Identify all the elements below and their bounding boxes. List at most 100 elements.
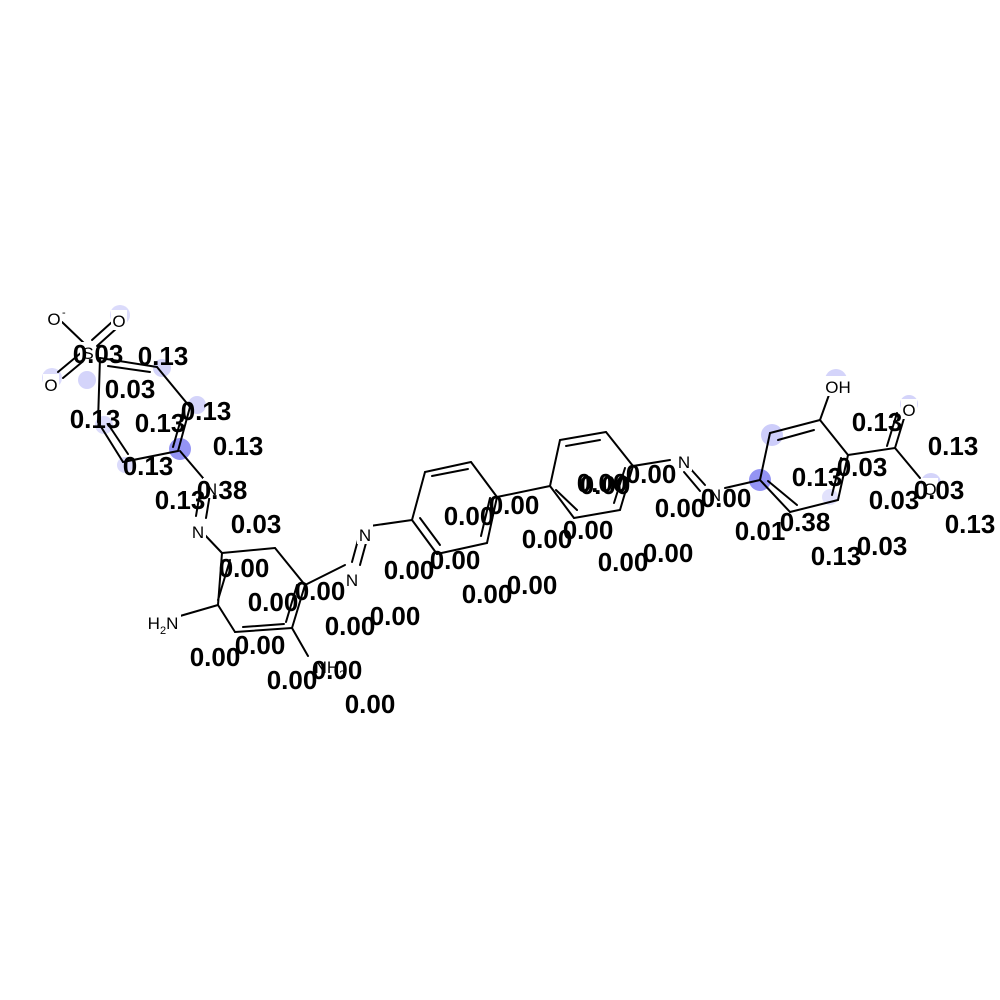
atom-score: 0.13 xyxy=(138,341,189,371)
atom-score: 0.38 xyxy=(780,507,831,537)
bond-line xyxy=(470,461,498,498)
bond-line xyxy=(96,327,118,347)
bond-line xyxy=(57,351,83,373)
bond-line xyxy=(369,519,413,527)
atom-score: 0.03 xyxy=(857,531,908,561)
atom-score: 0.00 xyxy=(325,611,376,641)
bond-line xyxy=(605,431,634,467)
bond-line xyxy=(291,627,309,657)
atom-score: 0.00 xyxy=(444,501,495,531)
atom-highlight xyxy=(78,371,96,389)
bond-line xyxy=(359,542,367,566)
bond-line xyxy=(107,365,151,373)
atom-score: 0.01 xyxy=(735,516,786,546)
bond-line xyxy=(549,485,575,519)
bond-line xyxy=(217,559,231,601)
svg-text:O: O xyxy=(44,376,57,395)
atom-score: 0.00 xyxy=(563,515,614,545)
bond-line xyxy=(411,471,426,521)
atom-score: 0.00 xyxy=(384,555,435,585)
bond-line xyxy=(486,496,498,544)
atom-label-o: O xyxy=(922,478,938,499)
svg-text:S: S xyxy=(82,344,93,363)
bond-lines xyxy=(57,321,921,657)
svg-text:O: O xyxy=(902,401,915,420)
atom-score: 0.03 xyxy=(914,475,965,505)
atom-score: 0.03 xyxy=(869,485,920,515)
atom-score: 0.00 xyxy=(312,655,363,685)
bond-line xyxy=(777,429,815,441)
bond-line xyxy=(431,468,469,477)
atom-score: 0.00 xyxy=(295,576,346,606)
atom-label-s: S xyxy=(80,342,96,363)
svg-text:O: O xyxy=(923,480,936,499)
atom-label-n: N xyxy=(707,484,723,505)
atom-score: 0.00 xyxy=(522,524,573,554)
bond-line xyxy=(172,411,184,448)
atom-score: 0.00 xyxy=(190,642,241,672)
atom-label-n: N xyxy=(676,451,692,472)
svg-text:N: N xyxy=(678,453,690,472)
svg-text:O: O xyxy=(47,310,60,329)
bond-line xyxy=(274,547,306,586)
atom-score: 0.00 xyxy=(598,547,649,577)
bond-line xyxy=(91,321,113,341)
atom-score: 0.00 xyxy=(267,665,318,695)
bond-line xyxy=(221,547,276,554)
bond-line xyxy=(177,406,191,452)
bond-line xyxy=(724,479,761,489)
svg-text:-: - xyxy=(62,307,66,319)
bond-line xyxy=(304,564,346,586)
atom-score: 0.13 xyxy=(155,485,206,515)
bond-line xyxy=(894,414,906,449)
atom-score: 0.00 xyxy=(626,459,677,489)
atom-label-oh: OH xyxy=(825,376,851,397)
atom-score: 0.13 xyxy=(181,396,232,426)
atom-score: 0.00 xyxy=(430,545,481,575)
atom-score: 0.00 xyxy=(345,689,396,719)
bond-line xyxy=(217,604,236,633)
atom-highlight xyxy=(761,424,783,446)
bond-line xyxy=(886,412,898,447)
bond-line xyxy=(837,454,849,501)
bond-line xyxy=(179,604,219,617)
bond-line xyxy=(419,517,441,546)
bond-line xyxy=(759,479,791,513)
atom-score: 0.13 xyxy=(852,407,903,437)
atom-score: 0.13 xyxy=(213,431,264,461)
bond-line xyxy=(549,439,561,487)
atom-label-o: O xyxy=(111,310,127,331)
bond-line xyxy=(819,391,831,421)
bond-line xyxy=(769,419,821,434)
bond-line xyxy=(480,497,491,537)
bond-line xyxy=(156,366,191,408)
atom-highlight xyxy=(188,396,206,414)
atom-score: 0.00 xyxy=(248,587,299,617)
atom-label-o: O xyxy=(43,374,59,395)
svg-text:N: N xyxy=(346,571,358,590)
bond-line xyxy=(619,465,634,511)
atom-score: 0.00 xyxy=(580,470,631,500)
svg-text:N: N xyxy=(192,523,204,542)
bond-line xyxy=(411,519,438,555)
atom-label-o: O xyxy=(901,399,917,420)
bond-line xyxy=(97,421,124,463)
bond-line xyxy=(613,467,626,504)
atom-label-n: N xyxy=(357,524,373,545)
bond-line xyxy=(97,357,101,423)
bond-line xyxy=(195,491,201,517)
atom-score: 0.03 xyxy=(73,339,124,369)
bond-line xyxy=(242,623,285,628)
bond-line xyxy=(831,457,842,496)
bond-line xyxy=(234,627,293,633)
svg-text:O: O xyxy=(112,312,125,331)
bond-line xyxy=(789,499,839,513)
bond-line xyxy=(573,509,621,519)
atom-score: 0.13 xyxy=(135,408,186,438)
bond-line xyxy=(847,447,896,456)
atom-label-n: N xyxy=(190,521,206,542)
atom-score: 0.00 xyxy=(701,483,752,513)
atom-scores: 0.03 0.130.030.13 0.130.130.130.130.130.38… xyxy=(70,339,996,719)
atom-score: 0.13 xyxy=(792,462,843,492)
